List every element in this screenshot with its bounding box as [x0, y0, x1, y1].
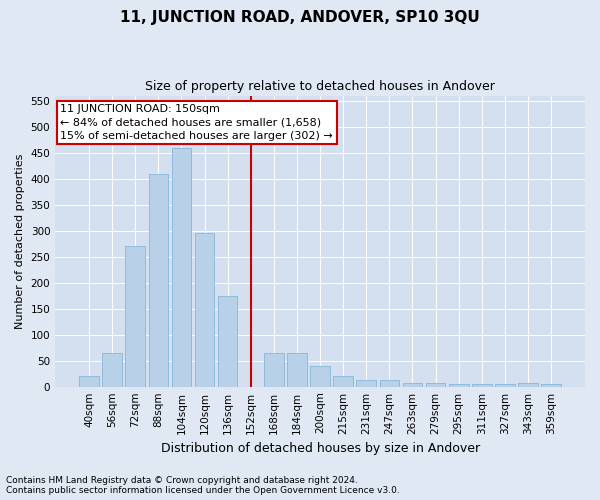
Bar: [310, 366, 330, 386]
Bar: [356, 380, 376, 386]
Bar: [218, 296, 238, 386]
Bar: [449, 384, 469, 386]
Bar: [495, 384, 515, 386]
Title: Size of property relative to detached houses in Andover: Size of property relative to detached ho…: [145, 80, 495, 93]
Bar: [264, 353, 284, 386]
Bar: [103, 353, 122, 386]
Bar: [472, 384, 491, 386]
Bar: [149, 174, 168, 386]
Bar: [380, 380, 399, 386]
Bar: [195, 234, 214, 386]
Bar: [518, 383, 538, 386]
Text: Contains HM Land Registry data © Crown copyright and database right 2024.
Contai: Contains HM Land Registry data © Crown c…: [6, 476, 400, 495]
Bar: [79, 376, 99, 386]
Bar: [541, 384, 561, 386]
Bar: [287, 353, 307, 386]
Bar: [172, 148, 191, 386]
Bar: [125, 246, 145, 386]
Bar: [426, 383, 445, 386]
X-axis label: Distribution of detached houses by size in Andover: Distribution of detached houses by size …: [161, 442, 479, 455]
Bar: [403, 383, 422, 386]
Text: 11 JUNCTION ROAD: 150sqm
← 84% of detached houses are smaller (1,658)
15% of sem: 11 JUNCTION ROAD: 150sqm ← 84% of detach…: [61, 104, 333, 141]
Text: 11, JUNCTION ROAD, ANDOVER, SP10 3QU: 11, JUNCTION ROAD, ANDOVER, SP10 3QU: [120, 10, 480, 25]
Y-axis label: Number of detached properties: Number of detached properties: [15, 154, 25, 329]
Bar: [334, 376, 353, 386]
